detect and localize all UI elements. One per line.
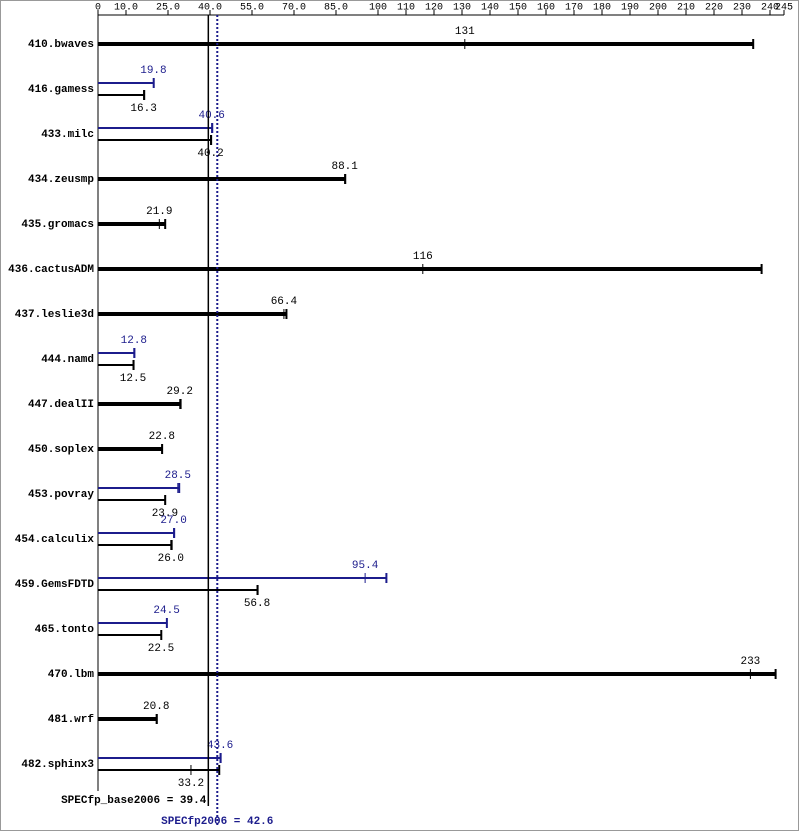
run-bar <box>98 499 166 501</box>
x-tick-label: 100 <box>369 3 387 14</box>
value-label: 22.8 <box>149 431 175 443</box>
value-label: 16.3 <box>130 103 156 115</box>
run-bar <box>98 487 180 489</box>
run-bar <box>98 757 221 759</box>
run-bar <box>98 364 134 366</box>
value-label: 26.0 <box>158 553 184 565</box>
benchmark-label: 444.namd <box>41 354 94 366</box>
value-label: 88.1 <box>331 161 358 173</box>
run-bar <box>98 544 172 546</box>
reference-label: SPECfp_base2006 = 39.4 <box>61 795 207 807</box>
run-bar <box>98 402 181 406</box>
x-tick-label: 210 <box>677 3 695 14</box>
benchmark-label: 416.gamess <box>28 84 94 96</box>
x-tick-label: 160 <box>537 3 555 14</box>
run-bar <box>98 312 287 316</box>
value-label: 56.8 <box>244 598 270 610</box>
x-tick-label: 150 <box>509 3 527 14</box>
run-bar <box>98 634 162 636</box>
value-label: 12.5 <box>120 373 146 385</box>
benchmark-label: 481.wrf <box>48 714 95 726</box>
value-label: 131 <box>455 26 475 38</box>
benchmark-label: 433.milc <box>41 129 94 141</box>
x-tick-label: 180 <box>593 3 611 14</box>
run-bar <box>98 769 220 771</box>
x-tick-label: 70.0 <box>282 3 306 14</box>
x-tick-label: 55.0 <box>240 3 264 14</box>
run-bar <box>98 139 212 141</box>
value-label: 28.5 <box>165 470 191 482</box>
run-bar <box>98 577 387 579</box>
run-bar <box>98 532 175 534</box>
run-bar <box>98 177 346 181</box>
x-tick-label: 140 <box>481 3 499 14</box>
benchmark-label: 459.GemsFDTD <box>15 579 95 591</box>
value-label: 43.6 <box>207 740 233 752</box>
x-tick-label: 220 <box>705 3 723 14</box>
run-bar <box>98 589 258 591</box>
run-bar <box>98 42 754 46</box>
run-bar <box>98 127 213 129</box>
x-tick-label: 40.0 <box>198 3 222 14</box>
run-bar <box>98 352 135 354</box>
benchmark-label: 410.bwaves <box>28 39 94 51</box>
reference-label: SPECfp2006 = 42.6 <box>161 816 273 828</box>
x-tick-label: 245 <box>775 3 793 14</box>
value-label: 23.9 <box>152 508 178 520</box>
x-tick-label: 240 <box>761 3 779 14</box>
run-bar <box>98 717 157 721</box>
benchmark-label: 465.tonto <box>35 624 95 636</box>
value-label: 95.4 <box>352 560 379 572</box>
value-label: 24.5 <box>153 605 179 617</box>
x-tick-label: 25.0 <box>156 3 180 14</box>
benchmark-label: 434.zeusmp <box>28 174 94 186</box>
x-tick-label: 130 <box>453 3 471 14</box>
run-bar <box>98 94 145 96</box>
value-label: 29.2 <box>167 386 193 398</box>
x-tick-label: 0 <box>95 3 101 14</box>
run-bar <box>98 447 163 451</box>
value-label: 33.2 <box>178 778 204 790</box>
x-tick-label: 200 <box>649 3 667 14</box>
value-label: 22.5 <box>148 643 174 655</box>
run-bar <box>98 622 167 624</box>
x-tick-label: 10.0 <box>114 3 138 14</box>
run-bar <box>98 222 166 226</box>
x-tick-label: 85.0 <box>324 3 348 14</box>
x-tick-label: 170 <box>565 3 583 14</box>
value-label: 19.8 <box>140 65 166 77</box>
value-label: 20.8 <box>143 701 169 713</box>
value-label: 12.8 <box>121 335 147 347</box>
benchmark-label: 453.povray <box>28 489 94 501</box>
x-tick-label: 110 <box>397 3 415 14</box>
run-bar <box>98 82 154 84</box>
benchmark-label: 437.leslie3d <box>15 309 94 321</box>
value-label: 233 <box>740 656 760 668</box>
value-label: 21.9 <box>146 206 172 218</box>
benchmark-label: 454.calculix <box>15 534 95 546</box>
benchmark-label: 482.sphinx3 <box>21 759 94 771</box>
run-bar <box>98 267 762 271</box>
x-tick-label: 120 <box>425 3 443 14</box>
x-tick-label: 190 <box>621 3 639 14</box>
x-tick-label: 230 <box>733 3 751 14</box>
benchmark-label: 450.soplex <box>28 444 94 456</box>
run-bar <box>98 672 776 676</box>
value-label: 40.2 <box>197 148 223 160</box>
value-label: 40.6 <box>198 110 224 122</box>
value-label: 27.0 <box>160 515 186 527</box>
value-label: 66.4 <box>271 296 298 308</box>
benchmark-label: 436.cactusADM <box>8 264 94 276</box>
benchmark-label: 435.gromacs <box>21 219 94 231</box>
value-label: 116 <box>413 251 433 263</box>
benchmark-label: 470.lbm <box>48 669 95 681</box>
benchmark-label: 447.dealII <box>28 399 94 411</box>
